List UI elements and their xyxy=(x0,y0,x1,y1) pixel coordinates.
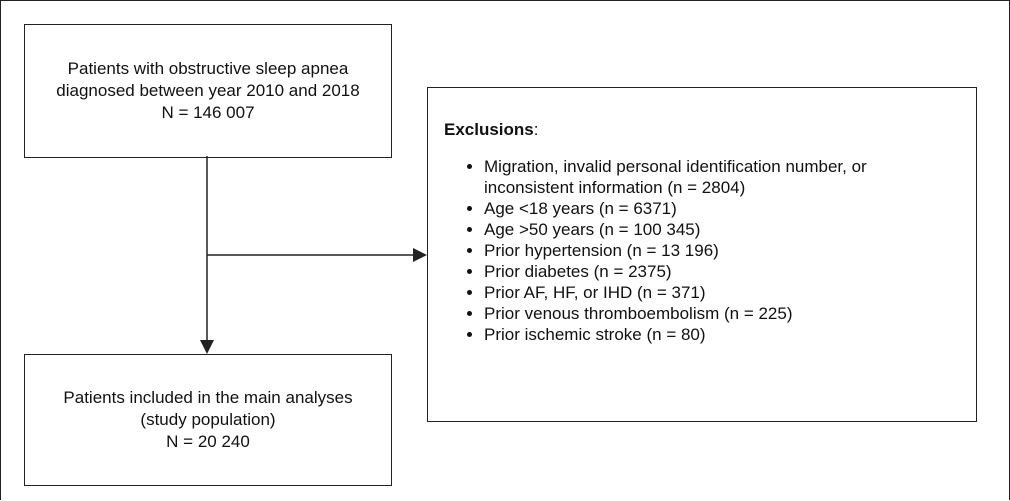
text: diagnosed between year 2010 and 2018 xyxy=(56,81,360,100)
exclusion-item: Migration, invalid personal identificati… xyxy=(484,156,944,198)
down-arrow xyxy=(200,340,214,354)
top-box: Patients with obstructive sleep apnea di… xyxy=(24,24,392,158)
exclusion-item: Prior AF, HF, or IHD (n = 371) xyxy=(484,282,944,303)
title: Exclusions xyxy=(444,120,534,139)
text: N = 20 240 xyxy=(166,432,250,451)
text: (study population) xyxy=(140,410,276,429)
exclusion-list: Migration, invalid personal identificati… xyxy=(428,156,944,345)
exclusion-item: Age >50 years (n = 100 345) xyxy=(484,219,944,240)
text: Patients with obstructive sleep apnea xyxy=(67,59,349,78)
exclusion-item: Age <18 years (n = 6371) xyxy=(484,198,944,219)
exclusions-heading: Exclusions: xyxy=(444,120,539,140)
colon: : xyxy=(533,120,539,139)
right-arrow xyxy=(413,248,427,262)
exclusions-box: Exclusions: Migration, invalid personal … xyxy=(427,87,977,422)
exclusion-item: Prior diabetes (n = 2375) xyxy=(484,261,944,282)
exclusion-item: Prior venous thromboembolism (n = 225) xyxy=(484,303,944,324)
exclusion-item: Prior ischemic stroke (n = 80) xyxy=(484,324,944,345)
bottom-box: Patients included in the main analyses (… xyxy=(24,354,392,486)
text: Patients included in the main analyses xyxy=(63,388,353,407)
text: N = 146 007 xyxy=(161,103,255,122)
exclusion-item: Prior hypertension (n = 13 196) xyxy=(484,240,944,261)
